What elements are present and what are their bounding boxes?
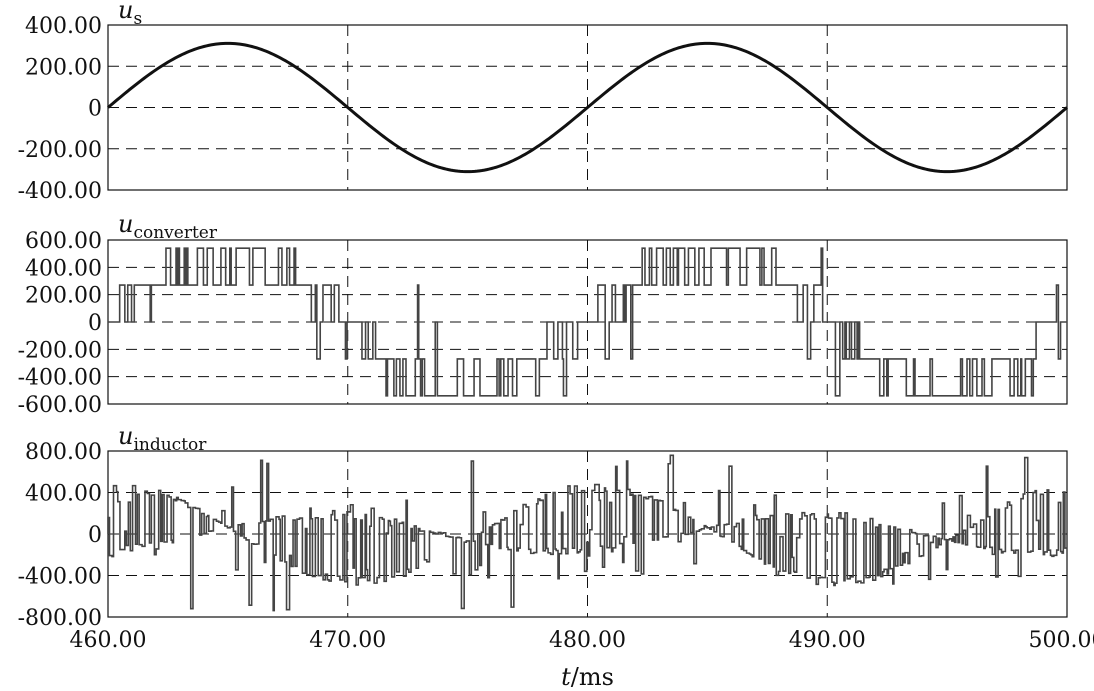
y-axis-label-symbol: u — [118, 0, 133, 24]
y-axis-label-subscript: s — [133, 9, 142, 29]
y-tick-label: 400.00 — [25, 482, 102, 507]
x-axis-label: t/ms — [561, 663, 614, 691]
y-tick-label: -200.00 — [18, 338, 102, 363]
x-tick-label: 500.00 — [1029, 628, 1094, 653]
series-line-uinductor — [107, 454, 1067, 612]
x-tick-label: 490.00 — [789, 628, 866, 653]
y-tick-label: -400.00 — [18, 565, 102, 590]
y-tick-label: -200.00 — [18, 138, 102, 163]
x-tick-label: 460.00 — [70, 628, 147, 653]
x-axis-label-symbol: t — [561, 663, 571, 691]
series-line-us — [107, 41, 1068, 174]
y-axis-label-subscript: converter — [133, 223, 217, 243]
y-tick-label: 400.00 — [25, 256, 102, 281]
y-tick-label: 200.00 — [25, 284, 102, 309]
y-tick-label: 200.00 — [25, 55, 102, 80]
x-tick-label: 480.00 — [549, 628, 626, 653]
y-tick-label: 400.00 — [25, 14, 102, 39]
y-axis-label-subscript: inductor — [133, 435, 207, 455]
y-axis-label: uinductor — [118, 422, 207, 455]
y-tick-label: -800.00 — [18, 606, 102, 631]
y-tick-label: 0 — [88, 523, 102, 548]
x-tick-label: 470.00 — [309, 628, 386, 653]
y-tick-label: -400.00 — [18, 179, 102, 204]
panel-3: 800.00 400.00 0 -400.00 -800.00 uinductor — [18, 422, 1068, 631]
y-axis-label-symbol: u — [118, 422, 133, 450]
y-tick-label: 0 — [88, 97, 102, 122]
y-axis-label-symbol: u — [118, 210, 133, 238]
y-tick-label: 800.00 — [25, 440, 102, 465]
y-tick-label: -400.00 — [18, 366, 102, 391]
panel-1: 400.00 200.00 0 -200.00 -400.00 us — [18, 0, 1068, 204]
y-axis-label: uconverter — [118, 210, 218, 243]
y-tick-label: 0 — [88, 311, 102, 336]
y-axis-label: us — [118, 0, 142, 29]
y-tick-label: -600.00 — [18, 393, 102, 418]
x-axis-label-unit: /ms — [571, 663, 614, 691]
y-tick-label: 600.00 — [25, 229, 102, 254]
series-line-uconverter — [108, 247, 1067, 397]
